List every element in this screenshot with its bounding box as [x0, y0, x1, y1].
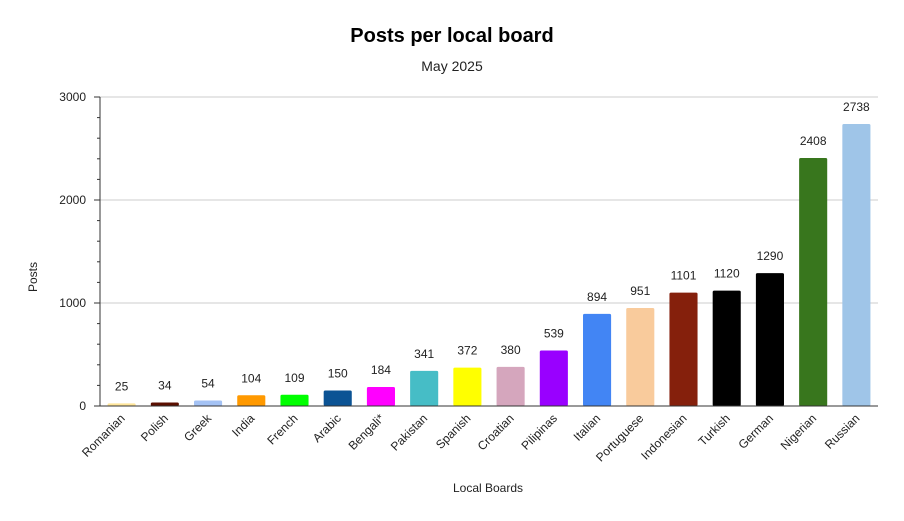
- bar: [453, 367, 482, 406]
- x-tick-label: Pakistan: [388, 411, 430, 453]
- x-axis-label: Local Boards: [453, 481, 523, 495]
- x-tick-label: Arabic: [310, 411, 344, 445]
- x-tick-label: Croatian: [475, 411, 517, 453]
- bar: [237, 395, 266, 406]
- x-tick-label: French: [264, 411, 300, 447]
- bar: [366, 387, 395, 406]
- bar: [410, 370, 439, 406]
- data-label: 894: [587, 290, 607, 304]
- x-tick-label: Romanian: [79, 411, 128, 460]
- data-label: 54: [201, 376, 215, 390]
- x-tick-label: Indonesian: [638, 411, 689, 462]
- chart-subtitle: May 2025: [421, 58, 483, 74]
- bars: [107, 123, 871, 407]
- bar: [626, 308, 655, 406]
- y-tick-label: 2000: [59, 193, 86, 207]
- data-label: 372: [457, 344, 477, 358]
- bar: [799, 157, 828, 406]
- data-label: 25: [115, 379, 129, 393]
- bar: [755, 273, 784, 406]
- bar: [150, 402, 179, 406]
- bar: [539, 350, 568, 406]
- data-label: 2408: [800, 134, 827, 148]
- chart-title: Posts per local board: [350, 25, 554, 47]
- bar: [669, 292, 698, 406]
- bar: [496, 366, 525, 406]
- x-tick-label: Portuguese: [593, 411, 647, 465]
- y-axis: 0 1000 2000 3000: [59, 90, 101, 413]
- data-label: 109: [284, 371, 304, 385]
- bar: [842, 123, 871, 407]
- bar: [280, 394, 309, 406]
- bar: [583, 313, 612, 406]
- x-axis: Romanian Polish Greek India French Arabic Beng…: [79, 405, 878, 465]
- data-label: 341: [414, 347, 434, 361]
- y-tick-label: 0: [79, 399, 86, 413]
- data-label: 539: [544, 326, 564, 340]
- x-tick-label: German: [736, 411, 777, 452]
- x-tick-label: Nigerian: [778, 411, 820, 453]
- x-tick-label: India: [229, 411, 258, 440]
- bar: [107, 403, 136, 406]
- x-tick-label: Turkish: [695, 411, 732, 448]
- y-tick-label: 3000: [59, 90, 86, 104]
- data-labels: 25 34 54 104 109 150 184 341 372 380 539 894 951 1101…: [115, 100, 870, 393]
- x-tick-label: Polish: [138, 411, 171, 444]
- data-label: 2738: [843, 100, 870, 114]
- data-label: 104: [241, 371, 261, 385]
- y-tick-label: 1000: [59, 296, 86, 310]
- data-label: 951: [630, 284, 650, 298]
- bar: [712, 290, 741, 406]
- y-axis-label: Posts: [26, 262, 40, 292]
- data-label: 1290: [757, 249, 784, 263]
- data-label: 34: [158, 378, 172, 392]
- bar: [194, 400, 223, 406]
- x-tick-label: Pilipinas: [518, 411, 560, 453]
- data-label: 184: [371, 363, 391, 377]
- bar: [323, 390, 352, 406]
- x-tick-label: Bengali*: [346, 411, 388, 453]
- x-tick-label: Greek: [181, 411, 215, 445]
- x-tick-label: Spanish: [433, 411, 474, 452]
- x-tick-label: Russian: [822, 411, 863, 452]
- gridlines: [100, 96, 878, 304]
- data-label: 1120: [714, 267, 740, 281]
- data-label: 150: [328, 367, 348, 381]
- x-tick-label: Italian: [571, 411, 604, 444]
- data-label: 1101: [671, 269, 697, 283]
- data-label: 380: [501, 343, 521, 357]
